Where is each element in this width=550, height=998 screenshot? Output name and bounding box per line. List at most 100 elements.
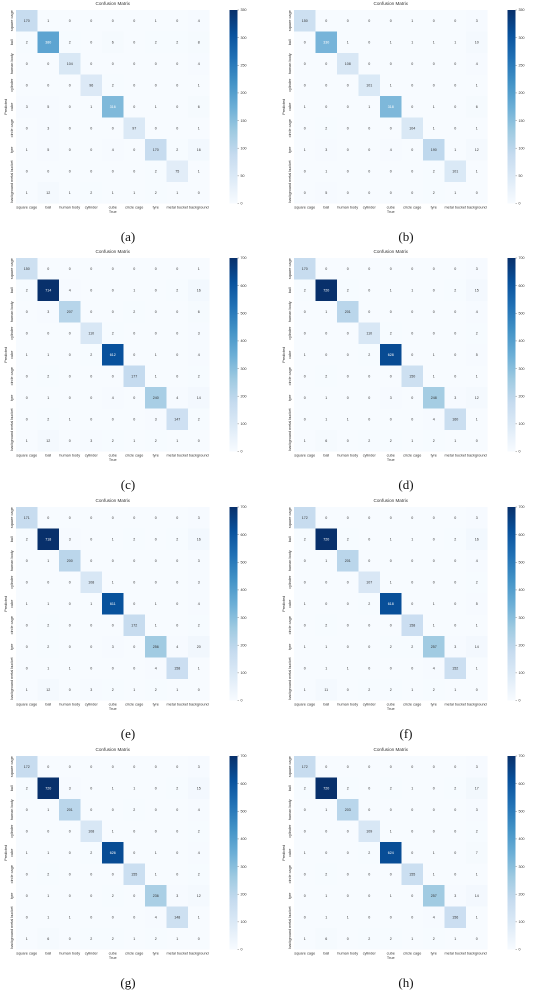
cell-value-label: 0 bbox=[304, 581, 306, 585]
heatmap-cell bbox=[380, 777, 402, 800]
heatmap-cell bbox=[444, 139, 467, 161]
cell-value-label: 108 bbox=[345, 62, 351, 66]
cell-value-label: 0 bbox=[411, 808, 413, 812]
cell-value-label: 1 bbox=[454, 937, 456, 941]
heatmap-cell bbox=[102, 507, 124, 529]
heatmap-cell bbox=[102, 365, 124, 388]
heatmap-cell bbox=[16, 614, 38, 637]
heatmap-cell bbox=[294, 182, 316, 204]
heatmap-cell bbox=[166, 614, 189, 637]
cell-value-label: 15 bbox=[197, 787, 201, 791]
chart-title: Confusion Matrix bbox=[374, 747, 409, 752]
cell-value-label: 0 bbox=[454, 559, 456, 563]
heatmap-cell bbox=[358, 182, 381, 204]
cell-value-label: 1 bbox=[198, 127, 200, 131]
colorbar-tick-label: 400 bbox=[519, 837, 525, 841]
cell-value-label: 0 bbox=[155, 581, 157, 585]
y-tick-label: ball bbox=[10, 785, 14, 791]
cell-value-label: 0 bbox=[176, 267, 178, 271]
heatmap-cell bbox=[188, 863, 210, 886]
cell-value-label: 1 bbox=[47, 894, 49, 898]
cell-value-label: 3 bbox=[155, 418, 157, 422]
cell-value-label: 0 bbox=[454, 332, 456, 336]
heatmap-cell bbox=[59, 74, 81, 97]
cell-value-label: 6 bbox=[476, 105, 478, 109]
heatmap-cell bbox=[315, 820, 338, 843]
cell-value-label: 0 bbox=[26, 894, 28, 898]
heatmap-cell bbox=[37, 885, 60, 907]
x-tick-label: human body bbox=[337, 952, 358, 956]
heatmap-cell bbox=[166, 258, 189, 280]
cell-value-label: 0 bbox=[390, 873, 392, 877]
heatmap-cell bbox=[358, 322, 381, 345]
cell-value-label: 0 bbox=[47, 84, 49, 88]
heatmap-cell bbox=[59, 301, 81, 323]
cell-value-label: 1 bbox=[476, 667, 478, 671]
heatmap-cell bbox=[315, 258, 338, 280]
cell-value-label: 0 bbox=[304, 127, 306, 131]
heatmap-cell bbox=[123, 593, 146, 615]
heatmap-cell bbox=[59, 344, 81, 366]
heatmap-cell bbox=[358, 614, 381, 637]
cell-value-label: 201 bbox=[345, 559, 351, 563]
colorbar-tick-label: 500 bbox=[241, 560, 247, 564]
cell-value-label: 0 bbox=[325, 516, 327, 520]
x-tick-label: square cage bbox=[16, 703, 37, 707]
cell-value-label: 0 bbox=[390, 310, 392, 314]
cell-value-label: 0 bbox=[433, 538, 435, 542]
heatmap-cell bbox=[59, 614, 81, 637]
cell-value-label: 2 bbox=[176, 148, 178, 152]
cell-value-label: 0 bbox=[69, 688, 71, 692]
heatmap-cell bbox=[358, 863, 381, 886]
heatmap-cell bbox=[380, 636, 402, 658]
y-tick-label: cube bbox=[10, 351, 14, 359]
heatmap-cell bbox=[444, 528, 467, 551]
heatmap-cell bbox=[380, 885, 402, 907]
cell-value-label: 0 bbox=[133, 667, 135, 671]
cell-value-label: 2 bbox=[155, 170, 157, 174]
cell-value-label: 170 bbox=[302, 267, 308, 271]
cell-value-label: 0 bbox=[304, 396, 306, 400]
cell-value-label: 0 bbox=[304, 624, 306, 628]
cell-value-label: 0 bbox=[325, 851, 327, 855]
y-tick-label: background bbox=[10, 431, 14, 451]
colorbar bbox=[229, 507, 238, 701]
x-tick-label: background bbox=[189, 454, 209, 458]
cell-value-label: 2 bbox=[198, 418, 200, 422]
heatmap-cell bbox=[166, 679, 189, 701]
heatmap-cell bbox=[188, 139, 210, 161]
cell-value-label: 0 bbox=[304, 332, 306, 336]
cell-value-label: 160 bbox=[452, 418, 458, 422]
cell-value-label: 1 bbox=[390, 830, 392, 834]
heatmap-cell bbox=[188, 117, 210, 140]
cell-value-label: 0 bbox=[133, 170, 135, 174]
heatmap-cell bbox=[188, 10, 210, 32]
heatmap-cell bbox=[380, 614, 402, 637]
heatmap-cell bbox=[59, 657, 81, 680]
x-tick-label: background bbox=[467, 206, 487, 210]
cell-value-label: 0 bbox=[69, 396, 71, 400]
heatmap-cell bbox=[123, 863, 146, 886]
heatmap-cell bbox=[37, 507, 60, 529]
cell-value-label: 1 bbox=[454, 148, 456, 152]
heatmap-cell bbox=[466, 365, 488, 388]
heatmap-cell bbox=[59, 139, 81, 161]
heatmap-cell bbox=[315, 657, 338, 680]
colorbar-tick-label: 0 bbox=[519, 202, 521, 206]
x-tick-label: cylinder bbox=[85, 206, 99, 210]
heatmap-cell bbox=[315, 139, 338, 161]
cell-value-label: 4 bbox=[198, 353, 200, 357]
heatmap-cell bbox=[102, 550, 124, 572]
cell-value-label: 190 bbox=[431, 148, 437, 152]
cell-value-label: 0 bbox=[112, 267, 114, 271]
y-tick-label: tyre bbox=[10, 147, 14, 153]
cell-value-label: 0 bbox=[155, 289, 157, 293]
cell-value-label: 0 bbox=[368, 19, 370, 23]
heatmap-cell bbox=[466, 430, 488, 452]
heatmap-cell bbox=[315, 906, 338, 929]
heatmap-cell bbox=[294, 550, 316, 572]
heatmap-cell bbox=[358, 820, 381, 843]
cell-value-label: 4 bbox=[198, 62, 200, 66]
heatmap-cell bbox=[315, 593, 338, 615]
heatmap-cell bbox=[466, 322, 488, 345]
